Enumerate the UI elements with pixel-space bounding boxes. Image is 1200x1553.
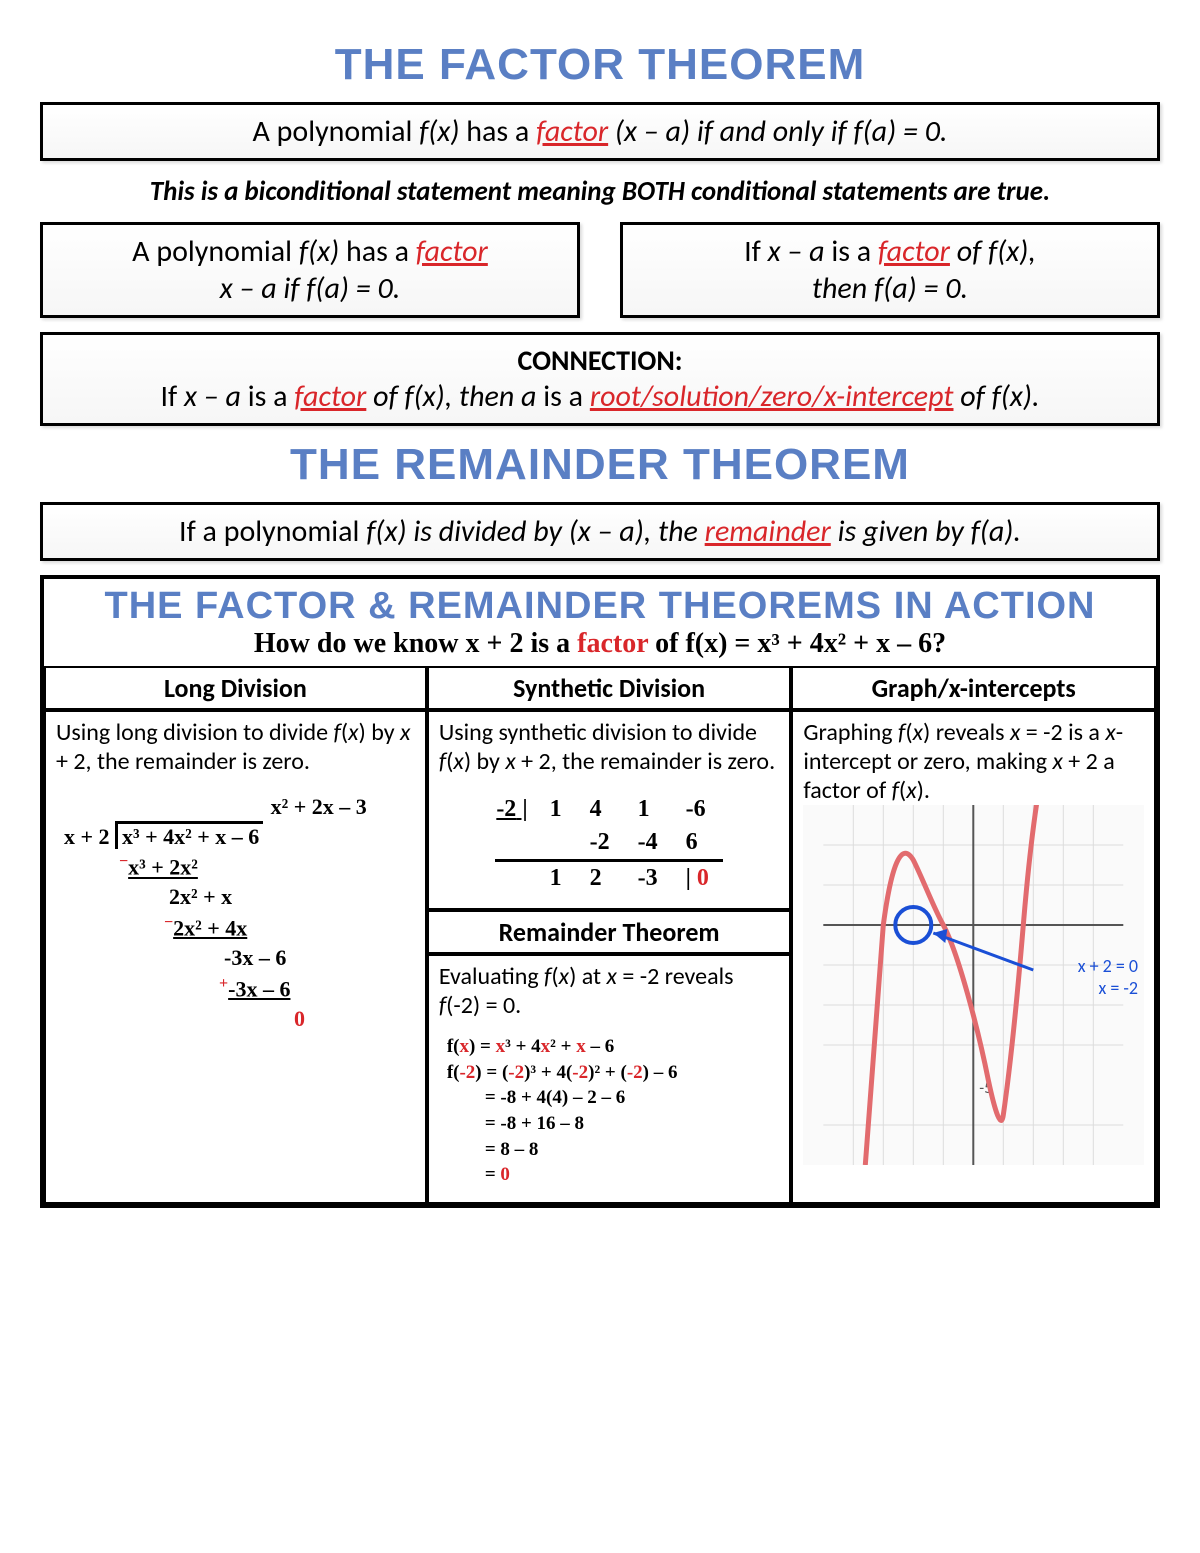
text: x – a if f(a) = 0.	[220, 270, 401, 307]
text: is divided by (x – a), the	[407, 513, 705, 550]
action-title: THE FACTOR & REMAINDER THEOREMS IN ACTIO…	[44, 579, 1156, 628]
graph-cell: Graphing f(x) reveals x = -2 is a x-inte…	[791, 710, 1156, 1204]
text: A polynomial	[132, 233, 299, 270]
step: −2x² + 4x	[64, 912, 407, 943]
graph-text: Graphing f(x) reveals x = -2 is a x-inte…	[803, 718, 1144, 805]
factor-word: factor	[536, 113, 608, 150]
conditional-box-2: If x – a is a factor of f(x), then f(a) …	[620, 222, 1160, 318]
title-factor-theorem: THE FACTOR THEOREM	[40, 40, 1160, 90]
xa: x – a	[768, 233, 825, 270]
header-long-division: Long Division	[44, 666, 427, 710]
synthetic-division-cell: Using synthetic division to divide f(x) …	[427, 710, 792, 910]
division-line: x + 2 x³ + 4x² + x – 6	[64, 822, 407, 852]
header-synthetic-division: Synthetic Division	[427, 666, 792, 710]
remainder-workings: f(x) = x³ + 4x² + x – 6 f(-2) = (-2)³ + …	[439, 1026, 780, 1196]
remainder-zero: 0	[64, 1004, 407, 1034]
remainder-word: remainder	[705, 513, 831, 550]
text: of f(x),	[950, 233, 1036, 270]
val: 1	[536, 860, 576, 894]
line: = 8 – 8	[447, 1137, 772, 1163]
fx: f(x)	[299, 233, 339, 270]
step: +-3x – 6	[64, 973, 407, 1004]
text: If a polynomial	[179, 513, 366, 550]
annotation-arrow	[934, 933, 1034, 970]
text: of f(x).	[953, 378, 1039, 415]
synthetic-text: Using synthetic division to divide f(x) …	[439, 718, 780, 776]
long-division-workings: x² + 2x – 3 x + 2 x³ + 4x² + x – 6 −x³ +…	[56, 784, 415, 1041]
a: a	[521, 378, 536, 415]
arrow-head-icon	[934, 929, 948, 943]
text: of f(x), then	[366, 378, 521, 415]
theorems-in-action-table: THE FACTOR & REMAINDER THEOREMS IN ACTIO…	[40, 575, 1160, 1208]
line: = 0	[447, 1162, 772, 1188]
val: 2	[576, 860, 624, 894]
step: 2x² + x	[64, 882, 407, 912]
biconditional-note: This is a biconditional statement meanin…	[40, 175, 1160, 208]
synthetic-workings: -2 | 1 4 1 -6 -2 -4 6	[439, 784, 780, 902]
text: is given by f(a).	[831, 513, 1021, 550]
line: f(x) = x³ + 4x² + x – 6	[447, 1034, 772, 1060]
graph-annotation: x + 2 = 0 x = -2	[1078, 955, 1138, 999]
factor-word: factor	[577, 628, 648, 659]
text: (x – a) if and only if f(a) = 0.	[608, 113, 947, 150]
conditional-pair: A polynomial f(x) has a factor x – a if …	[40, 222, 1160, 318]
text: A polynomial	[252, 113, 419, 150]
graph-plot: -5 x + 2 = 0 x = -2	[803, 805, 1144, 1165]
step: −x³ + 2x²	[64, 851, 407, 882]
text: is a	[536, 378, 589, 415]
val: 1	[624, 792, 672, 826]
title-remainder-theorem: THE REMAINDER THEOREM	[40, 440, 1160, 490]
connection-label: CONNECTION:	[57, 343, 1143, 378]
text: If	[160, 378, 184, 415]
action-subtitle: How do we know x + 2 is a factor of f(x)…	[44, 628, 1156, 666]
factor-word: factor	[416, 233, 488, 270]
val: -6	[672, 792, 723, 826]
val: -3	[624, 860, 672, 894]
factor-word: factor	[294, 378, 366, 415]
text: If	[744, 233, 768, 270]
val: -2	[576, 826, 624, 860]
connection-box: CONNECTION: If x – a is a factor of f(x)…	[40, 332, 1160, 426]
synthetic-root: -2 |	[495, 792, 535, 826]
val: | 0	[672, 860, 723, 894]
text: has a	[339, 233, 416, 270]
action-grid: Long Division Synthetic Division Graph/x…	[44, 666, 1156, 1204]
xa: x – a	[184, 378, 241, 415]
header-graph: Graph/x-intercepts	[791, 666, 1156, 710]
fx: f(x)	[419, 113, 459, 150]
val: 1	[536, 792, 576, 826]
line: = -8 + 16 – 8	[447, 1111, 772, 1137]
line: f(-2) = (-2)³ + 4(-2)² + (-2) – 6	[447, 1060, 772, 1086]
fx: f(x)	[366, 513, 406, 550]
line: = -8 + 4(4) – 2 – 6	[447, 1085, 772, 1111]
long-division-cell: Using long division to divide f(x) by x …	[44, 710, 427, 1204]
text: has a	[459, 113, 536, 150]
header-remainder-theorem: Remainder Theorem	[427, 910, 792, 954]
step: -3x – 6	[64, 943, 407, 973]
factor-word: factor	[878, 233, 950, 270]
val: 4	[576, 792, 624, 826]
remainder-theorem-box: If a polynomial f(x) is divided by (x – …	[40, 502, 1160, 561]
factor-theorem-box: A polynomial f(x) has a factor (x – a) i…	[40, 102, 1160, 161]
text: How do we know x + 2 is a	[254, 628, 577, 659]
text: is a	[241, 378, 294, 415]
remainder-text: Evaluating f(x) at x = -2 reveals f(-2) …	[439, 962, 780, 1020]
text: then f(a) = 0.	[812, 270, 968, 307]
root-word: root/solution/zero/x-intercept	[590, 378, 954, 415]
val: -4	[624, 826, 672, 860]
conditional-box-1: A polynomial f(x) has a factor x – a if …	[40, 222, 580, 318]
cubic-curve	[866, 805, 1044, 1165]
text: of f(x) = x³ + 4x² + x – 6?	[648, 628, 946, 659]
quotient: x² + 2x – 3	[64, 792, 407, 822]
remainder-theorem-cell: Evaluating f(x) at x = -2 reveals f(-2) …	[427, 954, 792, 1204]
val: 6	[672, 826, 723, 860]
text: is a	[825, 233, 878, 270]
long-division-text: Using long division to divide f(x) by x …	[56, 718, 415, 776]
